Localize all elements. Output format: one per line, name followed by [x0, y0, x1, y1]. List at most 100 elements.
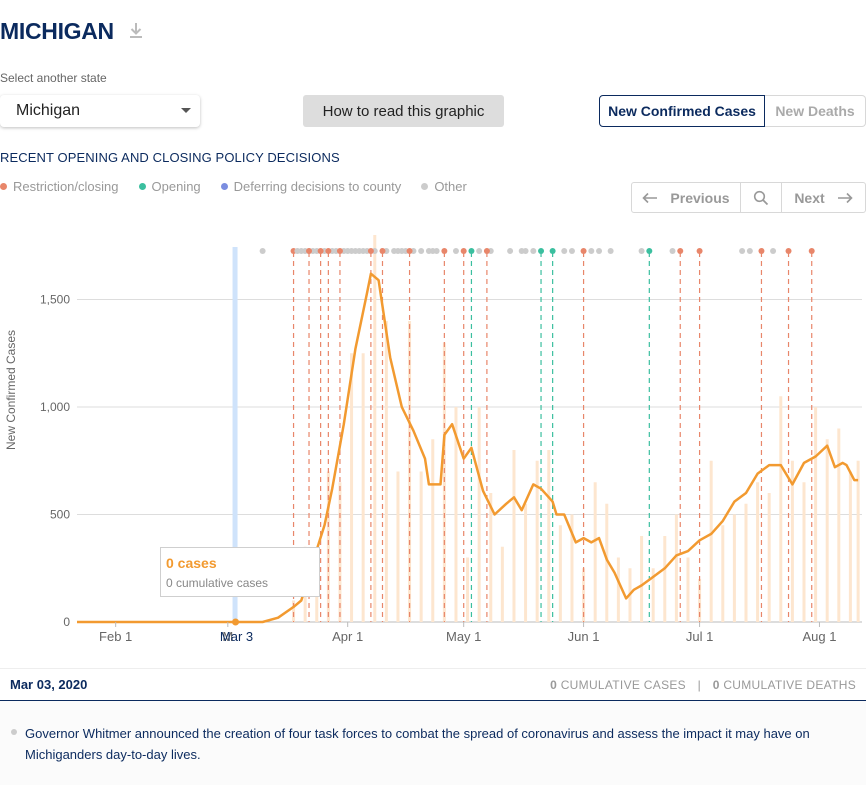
daily-bar [744, 503, 748, 622]
policy-event-dot-other [418, 248, 425, 254]
policy-event-dot [476, 248, 483, 254]
daily-bar [709, 460, 713, 622]
download-icon[interactable] [128, 21, 144, 41]
selected-date-band [232, 247, 238, 622]
previous-button[interactable]: Previous [632, 183, 741, 212]
y-axis-title: New Confirmed Cases [4, 330, 18, 450]
policy-event-dot [739, 248, 746, 254]
policy-event-dot [425, 248, 432, 254]
daily-bar [856, 460, 860, 622]
policy-event-dot-other [433, 248, 440, 254]
daily-bar [605, 503, 609, 622]
daily-bar [674, 514, 678, 622]
daily-bar [616, 557, 620, 622]
daily-bar [721, 525, 725, 622]
daily-bar [466, 557, 470, 622]
daily-bar [790, 460, 794, 622]
rolling-average-line [77, 272, 859, 624]
rolling-average-layer [77, 272, 859, 626]
legend-dot-deferring [220, 183, 228, 190]
daily-bar [837, 428, 841, 622]
policy-event-dot [441, 248, 448, 254]
selected-date: Mar 03, 2020 [10, 677, 88, 692]
policy-event-dot [468, 248, 475, 254]
policy-heading: RECENT OPENING AND CLOSING POLICY DECISI… [0, 150, 340, 165]
daily-bar [732, 514, 736, 622]
daily-bar [570, 514, 574, 622]
policy-event-dot [758, 248, 765, 254]
tooltip-cumulative: 0 cumulative cases [166, 576, 269, 590]
legend-label-restriction: Restriction/closing [13, 179, 119, 194]
daily-bar [535, 460, 539, 622]
policy-event-dot-other [530, 248, 537, 254]
new-deaths-tab[interactable]: New Deaths [765, 95, 866, 127]
y-tick-label: 500 [50, 508, 70, 522]
daily-bar [477, 407, 481, 622]
policy-event-dot [696, 248, 703, 254]
y-tick-label: 1,000 [40, 400, 70, 414]
previous-label: Previous [670, 189, 730, 206]
daily-bar [384, 321, 388, 622]
highlight-date-label: Mar 3 [220, 629, 253, 644]
tooltip-cases: 0 cases [166, 555, 217, 571]
metric-toggle: New Confirmed Cases New Deaths [599, 95, 866, 127]
daily-bar [651, 568, 655, 622]
daily-bar [848, 471, 852, 622]
daily-bar [558, 525, 562, 622]
x-tick-label: Aug 1 [802, 629, 836, 644]
policy-event-dot [367, 248, 374, 254]
daily-bar [640, 536, 644, 622]
policy-event-dot-other [770, 248, 777, 254]
daily-bar [373, 235, 377, 622]
x-tick-label: Feb 1 [99, 629, 132, 644]
daily-bar [292, 600, 296, 622]
daily-bar [419, 471, 423, 622]
grid-layer [77, 299, 862, 623]
search-button[interactable] [741, 183, 782, 212]
axis-layer: 0 500 1,000 1,500 New Confirmed Cases Feb 1 M A… [4, 293, 836, 645]
daily-bar [663, 536, 667, 622]
policy-event-dot [746, 248, 753, 254]
daily-bar [326, 471, 330, 622]
title-row: MICHIGAN [0, 16, 144, 46]
next-label: Next [794, 189, 825, 206]
policy-event-dot-other [588, 248, 595, 254]
daily-bar [489, 493, 493, 622]
policy-event-dot [677, 248, 684, 254]
y-tick-label: 0 [63, 615, 70, 629]
x-tick-label: M [222, 629, 233, 644]
search-icon [753, 190, 769, 205]
next-button[interactable]: Next [782, 183, 865, 212]
policy-event-dot [580, 248, 587, 254]
state-select-label: Select another state [0, 71, 107, 85]
cumulative-stats: 0 CUMULATIVE CASES | 0 CUMULATIVE DEATHS [550, 678, 856, 692]
legend-dot-restriction [0, 183, 7, 190]
daily-bar [454, 407, 458, 622]
cases-chart[interactable]: 0 500 1,000 1,500 New Confirmed Cases Feb 1 M A… [0, 235, 866, 665]
state-select[interactable]: Michigan [0, 95, 200, 127]
daily-bar [825, 439, 829, 622]
policy-event-dot [336, 248, 343, 254]
policy-event-dot [325, 248, 332, 254]
daily-bar [698, 579, 702, 622]
legend-dot-other [421, 183, 429, 190]
arrow-right-icon [837, 192, 853, 203]
policy-event-dot [406, 248, 413, 254]
policy-event-dot [348, 248, 355, 254]
policy-legend: Restriction/closing Opening Deferring de… [0, 179, 487, 194]
x-tick-label: May 1 [446, 629, 481, 644]
x-tick-label: Jun 1 [568, 629, 600, 644]
policy-event-dot [549, 248, 556, 254]
policy-event-dot [638, 248, 645, 254]
policy-event-dot [317, 248, 324, 254]
event-description-panel: Governor Whitmer announced the creation … [0, 701, 866, 785]
how-to-read-button[interactable]: How to read this graphic [303, 95, 504, 127]
daily-bar [686, 557, 690, 622]
new-confirmed-cases-tab[interactable]: New Confirmed Cases [599, 95, 765, 127]
cumulative-deaths-label: CUMULATIVE DEATHS [723, 677, 856, 692]
legend-label-other: Other [434, 179, 467, 194]
policy-event-dot [483, 248, 490, 254]
policy-event-dot [306, 248, 313, 254]
cumulative-cases-label: CUMULATIVE CASES [560, 677, 686, 692]
legend-item-other: Other [421, 179, 467, 194]
